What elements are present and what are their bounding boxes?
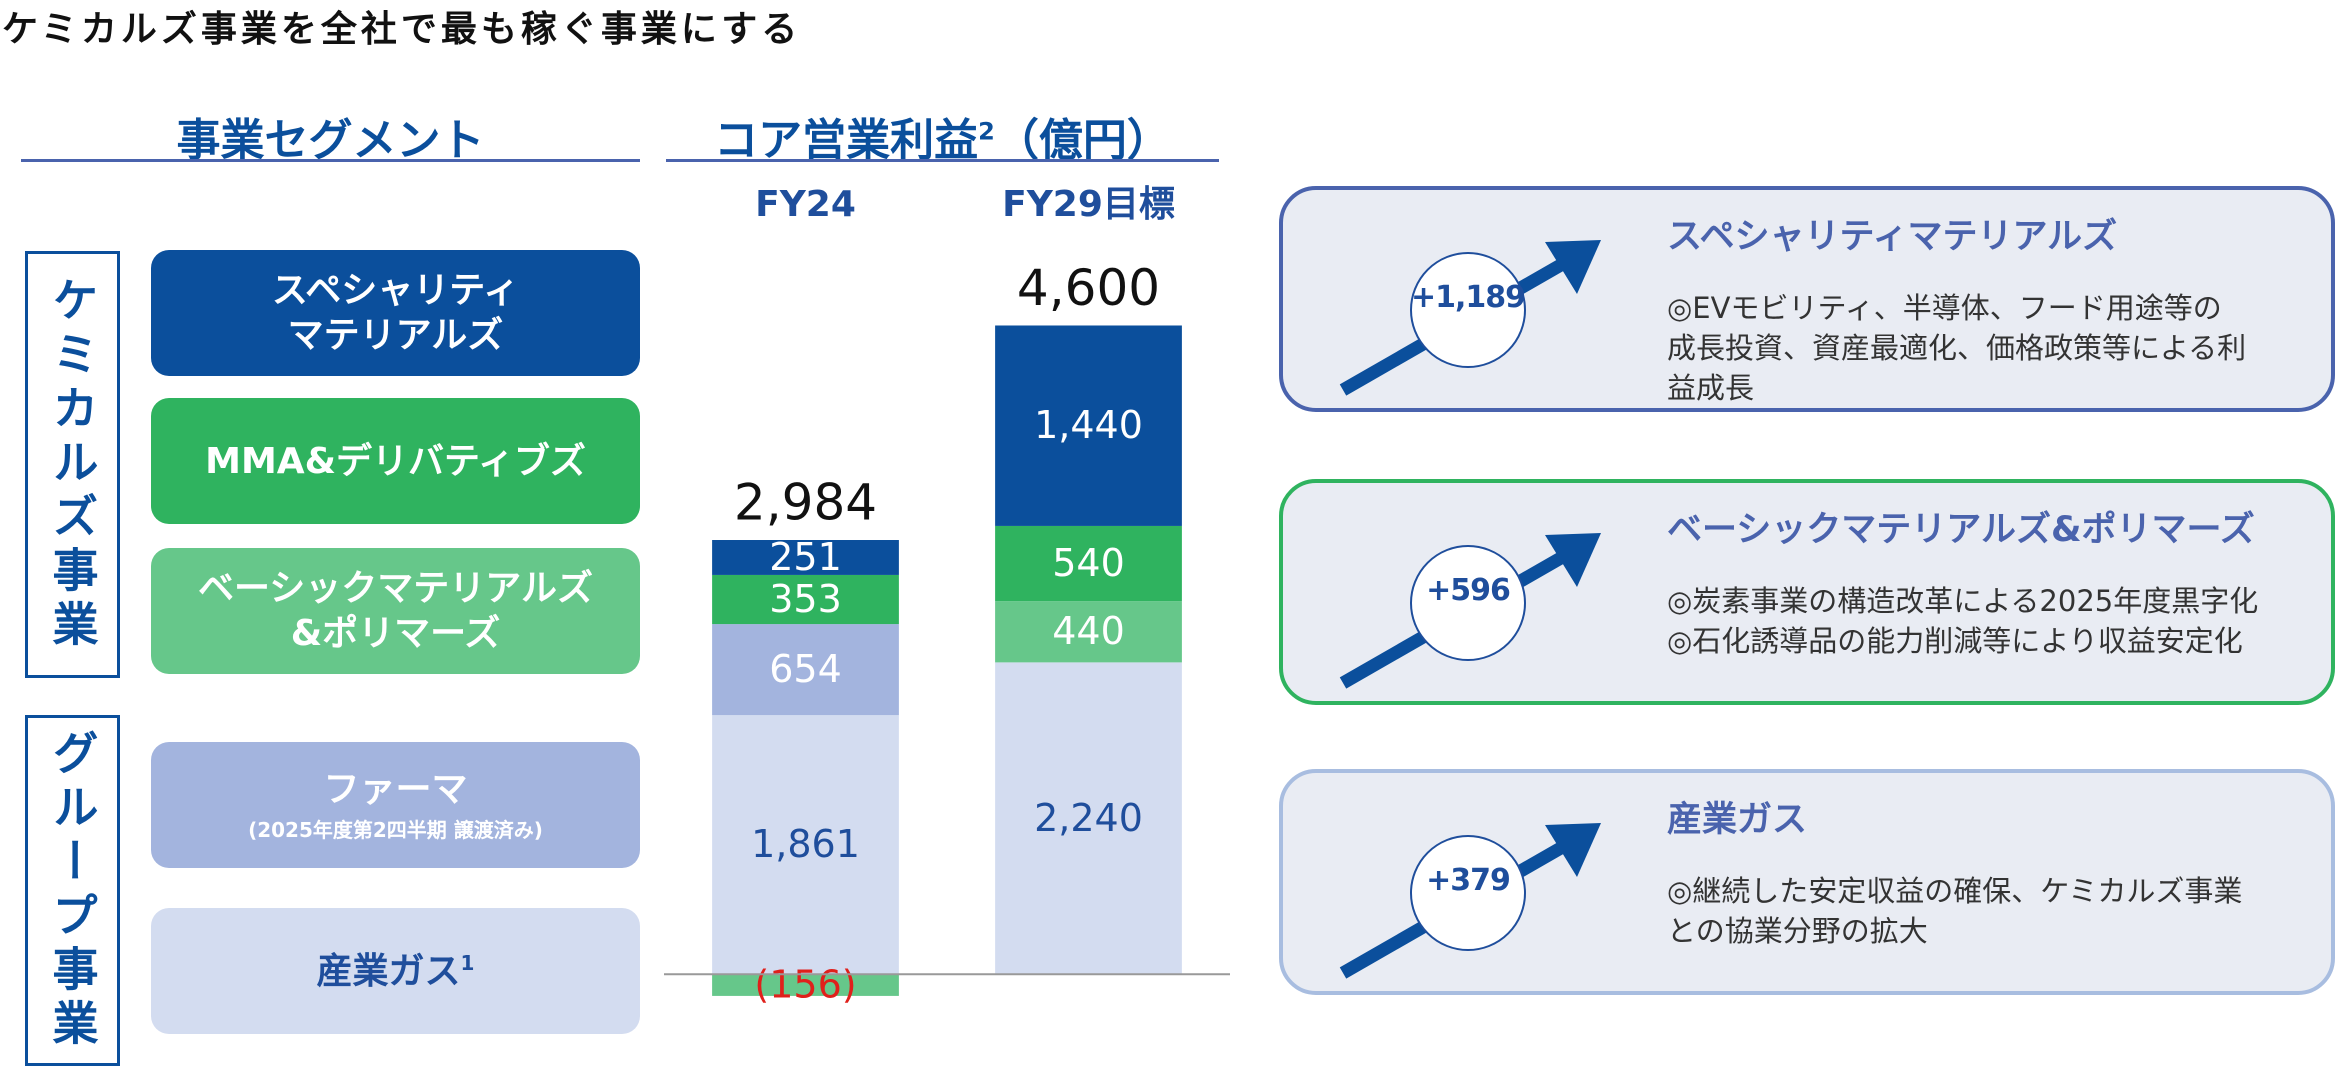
card-delta: +596: [1426, 573, 1511, 608]
segment-note: (2025年度第2四半期 譲渡済み): [248, 818, 543, 842]
group-box: グループ事業: [25, 715, 120, 1066]
data-label: 1,440: [1034, 403, 1143, 447]
card-body: ◎炭素事業の構造改革による2025年度黒字化 ◎石化誘導品の能力削減等により収益安…: [1667, 581, 2258, 661]
growth-icon: [1339, 240, 1601, 396]
header-rule: [21, 159, 640, 162]
slide-title: ケミカルズ事業を全社で最も稼ぐ事業にする: [2, 9, 802, 50]
total-label: 4,600: [1017, 259, 1160, 317]
delta-circle: [1410, 252, 1526, 368]
segment-name: スペシャリティ マテリアルズ: [272, 268, 519, 358]
card-delta: +1,189: [1410, 280, 1526, 315]
bar-segment: [712, 574, 899, 625]
arrow-head: [1545, 823, 1601, 877]
x-tick-label: FY29目標: [1002, 184, 1175, 225]
info-card: +1,189 スペシャリティマテリアルズ ◎EVモビリティ、半導体、フード用途等の成…: [1279, 186, 2335, 412]
data-label: 440: [1052, 609, 1125, 653]
card-line: 益成長: [1667, 371, 1755, 405]
card-title: 産業ガス: [1667, 800, 1808, 840]
segment-name-text: ファーマ: [323, 769, 468, 810]
total-label: 2,984: [734, 474, 877, 532]
sup: 1: [460, 950, 475, 975]
segment-name: ファーマ: [323, 767, 467, 812]
x-tick-label: FY24: [755, 184, 856, 225]
bar-segment: [712, 540, 899, 575]
arrow-head: [1545, 533, 1601, 587]
footnote-mark: 2: [978, 117, 995, 146]
data-label: 654: [769, 647, 842, 691]
profit-header-text: コア営業利益: [714, 115, 979, 166]
card-line: 成長投資、資産最適化、価格政策等による利: [1667, 331, 2247, 365]
delta-circle: [1410, 545, 1526, 661]
header-rule: [666, 159, 1219, 162]
card-line: ◎石化誘導品の能力削減等により収益安定化: [1667, 624, 2243, 658]
segment-box: ファーマ (2025年度第2四半期 譲渡済み): [151, 742, 640, 868]
data-label: 1,861: [751, 822, 860, 866]
profit-header: コア営業利益2（億円）: [666, 104, 1219, 168]
card-line: との協業分野の拡大: [1667, 914, 1928, 948]
bar-segment: [712, 715, 899, 975]
card-line: ◎EVモビリティ、半導体、フード用途等の: [1667, 291, 2222, 325]
segment-box: スペシャリティ マテリアルズ: [151, 250, 640, 376]
delta-circle: [1410, 835, 1526, 951]
bar-segment: [995, 601, 1182, 663]
data-label: (156): [754, 963, 856, 1007]
data-label: 251: [769, 535, 842, 579]
segment-name: ベーシックマテリアルズ &ポリマーズ: [198, 566, 593, 656]
bar-segment: [712, 624, 899, 716]
data-label: 540: [1052, 541, 1125, 585]
info-card: +379 産業ガス ◎継続した安定収益の確保、ケミカルズ事業 との協業分野の拡大: [1279, 769, 2335, 995]
segment-box: ベーシックマテリアルズ &ポリマーズ: [151, 548, 640, 674]
card-body: ◎EVモビリティ、半導体、フード用途等の 成長投資、資産最適化、価格政策等による利…: [1667, 288, 2246, 408]
arrow-head: [1545, 240, 1601, 294]
card-title: スペシャリティマテリアルズ: [1667, 217, 2118, 257]
info-card: +596 ベーシックマテリアルズ&ポリマーズ ◎炭素事業の構造改革による2025年度…: [1279, 479, 2335, 705]
card-body: ◎継続した安定収益の確保、ケミカルズ事業 との協業分野の拡大: [1667, 871, 2242, 951]
segment-header: 事業セグメント: [176, 115, 485, 166]
data-label: 2,240: [1034, 796, 1143, 840]
growth-icon: [1339, 533, 1601, 689]
card-line: ◎継続した安定収益の確保、ケミカルズ事業: [1667, 874, 2243, 908]
segment-name: 産業ガス1: [317, 949, 475, 994]
profit-unit: （億円）: [994, 115, 1171, 166]
card-title: ベーシックマテリアルズ&ポリマーズ: [1667, 510, 2255, 550]
segment-name-text: MMA&デリバティブズ: [205, 440, 586, 482]
card-line: ◎炭素事業の構造改革による2025年度黒字化: [1667, 584, 2259, 618]
bar-segment: [995, 325, 1182, 526]
group-label: ケミカルズ事業: [45, 275, 100, 654]
group-label: グループ事業: [45, 728, 100, 1053]
bar-segment: [995, 662, 1182, 975]
segment-box: MMA&デリバティブズ: [151, 398, 640, 524]
segment-name-text: スペシャリティ マテリアルズ: [271, 270, 520, 356]
card-delta: +379: [1426, 863, 1511, 898]
segment-name-text: ベーシックマテリアルズ &ポリマーズ: [198, 568, 593, 654]
group-box: ケミカルズ事業: [25, 251, 120, 678]
data-label: 353: [769, 577, 842, 621]
segment-name-text: 産業ガス: [316, 950, 461, 992]
bar-segment: [995, 525, 1182, 602]
segment-box: 産業ガス1: [151, 908, 640, 1034]
segment-name: MMA&デリバティブズ: [205, 439, 586, 484]
bar-segment: [712, 974, 899, 996]
growth-icon: [1339, 823, 1601, 979]
